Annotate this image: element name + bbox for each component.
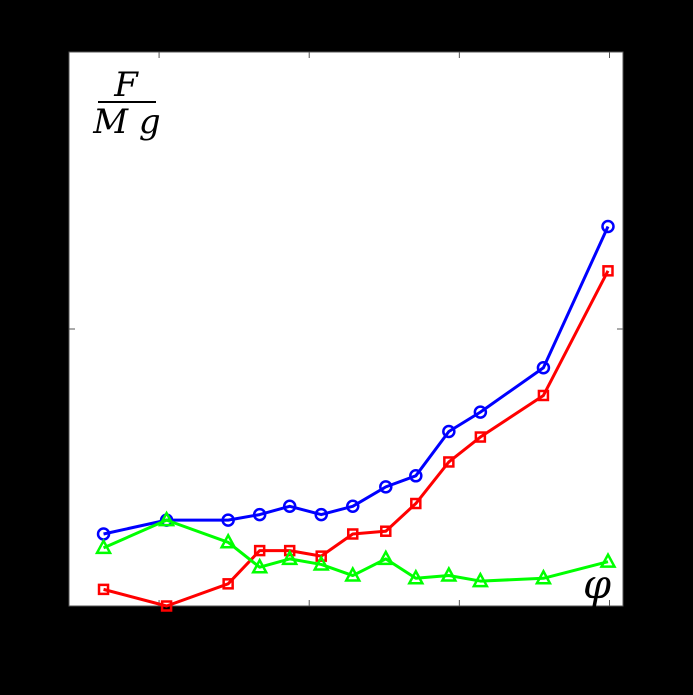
circle-marker — [282, 499, 297, 514]
circle-marker — [346, 499, 360, 514]
plot-area — [68, 51, 624, 607]
triangle-marker — [440, 565, 458, 582]
series-green-triangles — [94, 510, 617, 588]
square-marker — [160, 600, 173, 612]
square-marker — [410, 497, 422, 510]
circle-marker — [409, 469, 423, 483]
axis-ticks — [69, 52, 623, 606]
circle-marker — [379, 480, 393, 494]
triangle-marker — [471, 571, 489, 588]
circle-marker — [221, 513, 235, 527]
square-marker — [283, 544, 296, 557]
square-marker — [222, 578, 234, 590]
square-marker — [537, 389, 550, 402]
triangle-marker — [94, 538, 113, 555]
series-line — [103, 225, 610, 536]
circle-marker — [473, 405, 488, 419]
y-label-numerator: F — [113, 65, 139, 105]
square-marker — [474, 431, 487, 443]
series-line — [103, 270, 610, 608]
circle-marker — [536, 361, 551, 375]
square-marker — [443, 456, 455, 468]
triangle-marker — [157, 510, 176, 527]
circle-marker — [601, 219, 615, 234]
triangle-marker — [344, 565, 362, 582]
triangle-marker — [312, 554, 330, 571]
triangle-marker — [377, 549, 395, 566]
y-label-denominator: M g — [92, 102, 160, 142]
x-axis-label: φ — [583, 562, 611, 608]
series-red-squares — [97, 265, 614, 612]
series-line — [102, 518, 609, 583]
square-marker — [602, 265, 614, 277]
square-marker — [380, 525, 392, 537]
triangle-marker — [219, 532, 237, 549]
triangle-marker — [251, 557, 269, 574]
square-marker — [347, 528, 359, 540]
data-series — [94, 219, 617, 612]
square-marker — [253, 544, 266, 557]
square-marker — [315, 550, 327, 562]
triangle-marker — [534, 568, 553, 585]
circle-marker — [442, 424, 456, 439]
triangle-marker — [599, 552, 617, 568]
series-blue-circles — [96, 219, 615, 541]
circle-marker — [314, 507, 328, 522]
square-marker — [97, 583, 110, 596]
circle-marker — [252, 507, 267, 522]
y-axis-label: F M g — [92, 65, 160, 142]
triangle-marker — [281, 549, 299, 566]
triangle-marker — [407, 568, 425, 585]
